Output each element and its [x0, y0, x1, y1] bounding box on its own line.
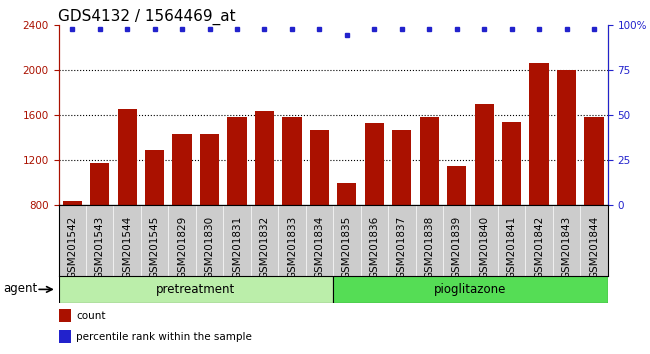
Bar	[255, 110, 274, 205]
Text: GDS4132 / 1564469_at: GDS4132 / 1564469_at	[58, 8, 236, 25]
Text: GSM201542: GSM201542	[67, 216, 77, 279]
Bar	[365, 123, 384, 205]
FancyBboxPatch shape	[58, 276, 333, 303]
Bar	[310, 130, 329, 205]
Bar	[90, 163, 109, 205]
Bar	[557, 70, 576, 205]
Text: GSM201545: GSM201545	[150, 216, 160, 279]
Text: GSM201830: GSM201830	[205, 216, 214, 279]
Bar	[337, 183, 356, 205]
Bar	[58, 330, 71, 343]
Text: GSM201841: GSM201841	[506, 216, 517, 279]
Text: count: count	[76, 310, 105, 321]
Bar	[502, 122, 521, 205]
Text: GSM201836: GSM201836	[369, 216, 380, 279]
Bar	[58, 309, 71, 322]
Bar	[530, 63, 549, 205]
Bar	[145, 150, 164, 205]
Bar	[62, 201, 82, 205]
Text: pretreatment: pretreatment	[156, 283, 235, 296]
Text: GSM201842: GSM201842	[534, 216, 544, 279]
Bar	[172, 134, 192, 205]
Text: GSM201843: GSM201843	[562, 216, 571, 279]
Text: agent: agent	[3, 281, 37, 295]
Text: GSM201835: GSM201835	[342, 216, 352, 279]
Text: percentile rank within the sample: percentile rank within the sample	[76, 332, 252, 342]
Text: GSM201844: GSM201844	[589, 216, 599, 279]
Bar	[392, 130, 411, 205]
Text: GSM201544: GSM201544	[122, 216, 132, 279]
Bar	[420, 117, 439, 205]
Bar	[227, 117, 246, 205]
Bar	[474, 104, 494, 205]
Text: GSM201829: GSM201829	[177, 216, 187, 279]
Bar	[282, 117, 302, 205]
Text: GSM201832: GSM201832	[259, 216, 270, 279]
Text: GSM201831: GSM201831	[232, 216, 242, 279]
Text: GSM201833: GSM201833	[287, 216, 297, 279]
Text: GSM201838: GSM201838	[424, 216, 434, 279]
Text: GSM201839: GSM201839	[452, 216, 461, 279]
Text: GSM201837: GSM201837	[396, 216, 407, 279]
FancyBboxPatch shape	[333, 276, 608, 303]
Bar	[118, 109, 136, 205]
Bar	[200, 134, 219, 205]
Text: GSM201543: GSM201543	[95, 216, 105, 279]
Bar	[584, 117, 604, 205]
Bar	[447, 166, 466, 205]
Text: GSM201834: GSM201834	[315, 216, 324, 279]
Text: pioglitazone: pioglitazone	[434, 283, 506, 296]
Text: GSM201840: GSM201840	[479, 216, 489, 279]
